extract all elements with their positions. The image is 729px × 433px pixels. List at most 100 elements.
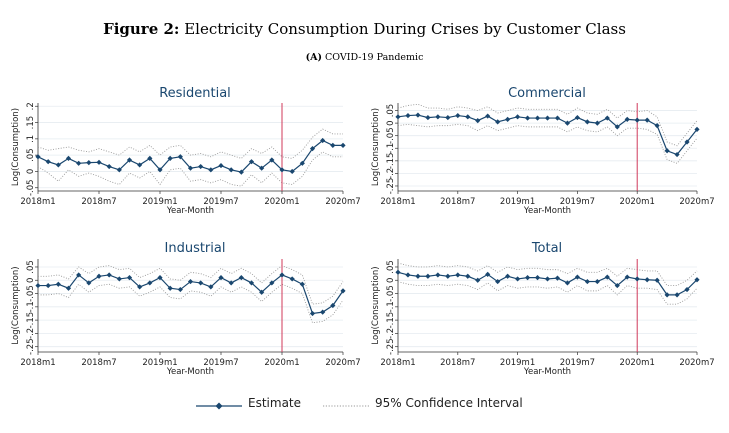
estimate-point <box>644 277 650 283</box>
estimate-point <box>694 126 700 132</box>
estimate-point <box>259 165 265 171</box>
estimate-point <box>515 114 521 120</box>
estimate-point <box>544 276 551 282</box>
x-tick-label: 2020m1 <box>264 197 299 207</box>
ci-upper-line <box>38 265 344 305</box>
estimate-point <box>465 273 471 279</box>
legend-ci-label: 95% Confidence Interval <box>375 396 523 410</box>
estimate-point <box>485 113 491 119</box>
estimate-point <box>584 278 590 285</box>
y-tick-label: .1 <box>26 135 36 143</box>
y-tick-label: 0 <box>386 120 396 125</box>
estimate-point <box>218 275 224 281</box>
estimate-point <box>96 273 102 279</box>
estimate-point <box>415 112 421 118</box>
estimate-point <box>248 280 255 286</box>
x-tick-label: 2020m7 <box>679 197 714 207</box>
x-tick-label: 2018m1 <box>380 197 415 207</box>
estimate-point <box>495 119 501 125</box>
estimate-point <box>614 124 620 130</box>
panel-total: Total -.25-.2-.15-.1-.05 0 .05 2018m1 2018m7 2… <box>371 241 715 377</box>
panel-title: Total <box>531 241 562 256</box>
estimate-point <box>515 276 521 282</box>
y-tick-label: .15 <box>26 116 36 130</box>
ci-lower-line <box>38 283 344 324</box>
estimate-point <box>126 275 133 281</box>
figure-title-text: Electricity Consumption During Crises by… <box>184 20 626 38</box>
ci-lower-line <box>37 151 343 187</box>
estimate-point <box>604 274 610 280</box>
estimate-point <box>495 278 501 285</box>
estimate-point <box>554 275 561 281</box>
estimate-point <box>654 277 660 283</box>
estimate-point <box>106 163 112 170</box>
estimate-point <box>564 120 571 126</box>
estimate-point <box>604 115 610 121</box>
estimate-point <box>330 302 336 309</box>
y-tick-label: -.1 <box>386 301 396 312</box>
estimate-point <box>177 154 183 160</box>
y-axis-label: Log(Consumption) <box>371 266 381 344</box>
ci-upper-line <box>37 128 343 159</box>
estimate-point <box>218 162 224 169</box>
estimate-point <box>259 289 265 295</box>
y-tick-label: .2 <box>26 102 36 110</box>
estimate-point <box>289 168 295 175</box>
y-tick-label: -.1 <box>26 301 36 312</box>
x-tick-label: 2020m7 <box>325 197 360 207</box>
estimate-point <box>634 276 640 282</box>
y-tick-label: .05 <box>26 260 36 274</box>
x-axis-label: Year-Month <box>166 206 214 216</box>
estimate-point <box>425 273 431 279</box>
estimate-point <box>289 276 295 282</box>
estimate-point <box>198 163 204 170</box>
estimate-line <box>397 271 698 296</box>
y-tick-label: 0 <box>26 278 36 283</box>
x-axis-label: Year-Month <box>166 367 214 377</box>
estimate-point <box>228 280 234 286</box>
estimate-point <box>584 119 590 125</box>
estimate-point <box>330 142 336 148</box>
y-tick-label: .05 <box>386 260 396 274</box>
panel-residential: Residential -.05 0 .05 .1 .15 .2 2018m1 2018m7 20… <box>11 86 361 216</box>
figure-title: Figure 2: Electricity Consumption During… <box>0 20 729 38</box>
estimate-point <box>299 281 305 287</box>
estimate-point <box>65 285 72 291</box>
y-tick-label: -.2 <box>386 328 396 339</box>
estimate-point <box>594 278 600 285</box>
estimate-point <box>76 272 82 278</box>
estimate-point <box>644 117 650 123</box>
estimate-point <box>534 275 541 281</box>
estimate-point <box>279 167 285 173</box>
y-tick-label: -.15 <box>26 312 36 329</box>
x-tick-label: 2018m1 <box>380 358 415 368</box>
estimate-point <box>137 284 143 290</box>
estimate-point <box>116 167 122 173</box>
estimate-point <box>445 273 451 279</box>
y-tick-label: -.15 <box>386 153 396 170</box>
estimate-point <box>45 159 51 165</box>
estimate-point <box>485 271 491 278</box>
x-tick-label: 2019m7 <box>560 197 595 207</box>
estimate-point <box>269 280 275 286</box>
estimate-point <box>554 115 561 121</box>
estimate-point <box>269 157 275 163</box>
estimate-point <box>435 272 441 278</box>
estimate-point <box>455 272 461 278</box>
panel-commercial: Commercial -.25-.2-.15-.1-.05 0 .05 2018m1 20… <box>371 86 715 216</box>
estimate-point <box>126 157 133 163</box>
y-tick-label: .05 <box>26 148 36 162</box>
estimate-point <box>187 278 194 285</box>
estimate-point <box>147 155 153 162</box>
x-tick-label: 2019m1 <box>142 197 177 207</box>
estimate-point <box>238 169 244 175</box>
subfigure-label: (A) <box>305 52 322 63</box>
x-tick-label: 2020m1 <box>620 197 655 207</box>
estimate-point <box>279 272 285 278</box>
estimate-point <box>524 115 531 121</box>
estimate-point <box>106 272 112 278</box>
estimate-point <box>320 137 326 144</box>
y-tick-label: .05 <box>386 104 396 118</box>
estimate-point <box>65 155 72 162</box>
estimate-point <box>35 154 41 160</box>
